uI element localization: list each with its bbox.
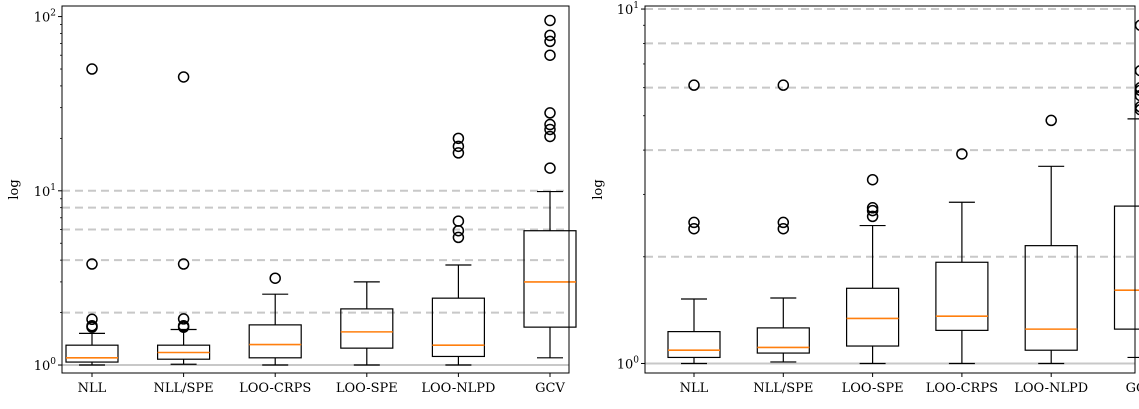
y-tick-label: 100	[34, 357, 57, 374]
outlier-point	[452, 231, 465, 244]
x-tick-label: LOO-NLPD	[421, 381, 495, 396]
box-NLL	[667, 79, 721, 365]
box-LOO-NLPD	[1024, 114, 1078, 365]
iqr-box	[756, 327, 810, 354]
outlier-point	[544, 123, 556, 136]
outlier-point	[1134, 65, 1139, 77]
outlier-point	[86, 320, 98, 332]
outlier-point	[177, 313, 190, 325]
y-tick-label: 101	[617, 1, 639, 18]
outlier-point	[452, 147, 465, 159]
x-tick-label: LOO-NLPD	[1014, 381, 1088, 396]
outlier-point	[86, 63, 98, 75]
y-tick-exponent: 2	[50, 9, 56, 19]
x-tick-label: LOO-SPE	[842, 381, 904, 396]
box-LOO-SPE	[340, 281, 394, 366]
outlier-point	[1045, 114, 1057, 127]
x-tick-label: LOO-SPE	[336, 381, 398, 396]
y-axis-title: log	[7, 179, 22, 199]
outlier-point	[777, 79, 790, 91]
outlier-point	[544, 162, 556, 174]
x-tick-label: NLL/SPE	[154, 381, 214, 396]
outlier-point	[688, 222, 700, 235]
outlier-point	[452, 140, 465, 153]
outlier-point	[177, 258, 190, 270]
outlier-point	[777, 222, 790, 235]
iqr-box	[431, 297, 485, 358]
outlier-point	[452, 224, 465, 237]
box-NLL/SPE	[756, 79, 810, 363]
outlier-point	[688, 216, 700, 229]
outlier-point	[544, 35, 556, 48]
outlier-point	[86, 313, 98, 326]
box-NLL/SPE	[157, 71, 211, 365]
x-tick-label: GCV	[1126, 381, 1139, 396]
iqr-box	[340, 308, 394, 349]
box-LOO-CRPS	[935, 148, 989, 365]
y-tick-label: 102	[34, 9, 56, 26]
y-tick-label: 101	[34, 183, 56, 200]
box-LOO-CRPS	[248, 272, 302, 366]
iqr-box	[667, 331, 721, 359]
outlier-point	[544, 107, 556, 119]
outlier-point	[269, 272, 281, 284]
y-axis-title: log	[591, 179, 606, 199]
outlier-point	[177, 320, 190, 332]
iqr-box	[248, 324, 302, 359]
outlier-point	[1134, 19, 1139, 31]
iqr-box	[65, 344, 119, 363]
outlier-point	[544, 118, 556, 131]
plot-frame	[644, 5, 1136, 374]
outlier-point	[86, 258, 98, 270]
x-tick-label: NLL/SPE	[753, 381, 813, 396]
outlier-point	[452, 132, 465, 145]
x-tick-label: NLL	[78, 381, 107, 396]
y-tick-exponent: 0	[50, 357, 56, 367]
box-NLL	[65, 63, 119, 366]
outlier-point	[866, 173, 879, 186]
iqr-box	[1024, 245, 1078, 351]
outlier-point	[866, 210, 879, 223]
right-box-plot-panel: 100 101 log NLL NLL/SPE LOO-SPE LOO-CRPS LOO-NL…	[591, 1, 1139, 396]
iqr-box	[1113, 205, 1139, 330]
outlier-point	[177, 71, 190, 83]
iqr-box	[845, 287, 900, 347]
outlier-point	[544, 14, 556, 27]
outlier-point	[544, 49, 556, 61]
outlier-point	[956, 148, 968, 160]
x-tick-label: LOO-CRPS	[239, 381, 311, 396]
y-tick-exponent: 1	[50, 183, 56, 193]
box-LOO-SPE	[845, 173, 900, 365]
outlier-point	[452, 215, 465, 227]
outlier-point	[866, 202, 879, 214]
outlier-point	[777, 216, 790, 229]
y-tick-exponent: 0	[633, 355, 639, 365]
outlier-point	[688, 79, 700, 91]
x-tick-label: GCV	[535, 381, 565, 396]
x-tick-label: LOO-CRPS	[926, 381, 998, 396]
iqr-box	[935, 261, 989, 331]
y-tick-exponent: 1	[633, 1, 639, 11]
outlier-point	[544, 29, 556, 42]
box-GCV	[523, 14, 577, 359]
box-LOO-NLPD	[431, 132, 485, 366]
iqr-box	[523, 230, 577, 328]
outlier-point	[544, 130, 556, 143]
plot-frame	[61, 5, 570, 374]
x-tick-label: NLL	[680, 381, 709, 396]
y-tick-label: 100	[617, 355, 640, 372]
